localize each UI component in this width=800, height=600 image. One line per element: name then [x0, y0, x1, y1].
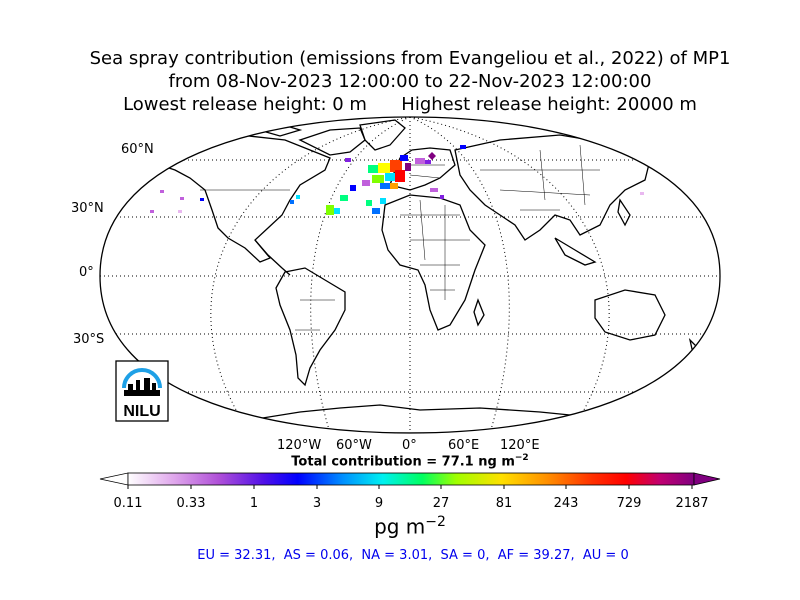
coastlines: [159, 119, 701, 433]
colorbar-tick-label: 81: [495, 496, 513, 511]
colorbar-unit: pg m−2: [0, 514, 800, 539]
lon-label-60w: 60°W: [336, 438, 372, 453]
colorbar-ticks: [127, 485, 693, 489]
lon-label-0: 0°: [402, 438, 417, 453]
colorbar-tick-label: 729: [616, 496, 642, 511]
nilu-logo-text: NILU: [123, 403, 160, 420]
colorbar-tick-label: 0.11: [113, 496, 143, 511]
title-line-2: from 08-Nov-2023 12:00:00 to 22-Nov-2023…: [168, 71, 652, 92]
lon-label-60e: 60°E: [448, 438, 480, 453]
lat-label-0: 0°: [79, 265, 94, 280]
colorbar-tick-label: 9: [374, 496, 384, 511]
colorbar-tick-label: 243: [553, 496, 579, 511]
total-contribution: Total contribution = 77.1 ng m−2: [0, 453, 800, 469]
colorbar: [99, 472, 721, 489]
lat-label-30s: 30°S: [73, 332, 105, 347]
colorbar-unit-exponent: −2: [425, 514, 446, 530]
total-contribution-exponent: −2: [514, 453, 529, 463]
nilu-logo: NILU: [115, 360, 169, 422]
colorbar-unit-label: pg m: [374, 514, 426, 539]
regional-totals: EU = 32.31, AS = 0.06, NA = 3.01, SA = 0…: [197, 548, 629, 563]
lon-label-120e: 120°E: [500, 438, 540, 453]
colorbar-tick-label: 3: [312, 496, 322, 511]
country-borders: [200, 144, 600, 331]
lon-label-120w: 120°W: [277, 438, 322, 453]
title-line-1: Sea spray contribution (emissions from E…: [89, 48, 731, 69]
title-line-3: Lowest release height: 0 m Highest relea…: [123, 94, 697, 115]
colorbar-tick-label: 1: [249, 496, 259, 511]
total-contribution-label: Total contribution = 77.1 ng m: [291, 454, 515, 470]
colorbar-tick-label: 27: [432, 496, 450, 511]
concentration-plume: [150, 145, 644, 215]
colorbar-tick-label: 2187: [675, 496, 709, 511]
lat-label-60n: 60°N: [121, 142, 154, 157]
colorbar-tick-label: 0.33: [176, 496, 206, 511]
lat-label-30n: 30°N: [71, 201, 104, 216]
